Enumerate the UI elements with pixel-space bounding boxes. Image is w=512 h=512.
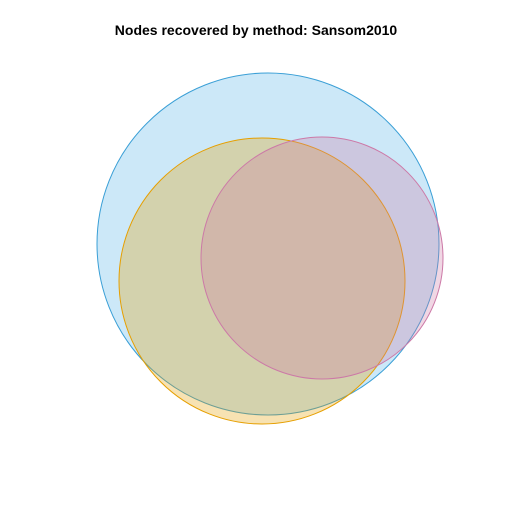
diagram-title: Nodes recovered by method: Sansom2010 xyxy=(114,22,398,38)
set-circle-blue xyxy=(96,72,440,416)
set-circle-pink xyxy=(200,136,444,380)
set-circle-orange xyxy=(118,137,406,425)
